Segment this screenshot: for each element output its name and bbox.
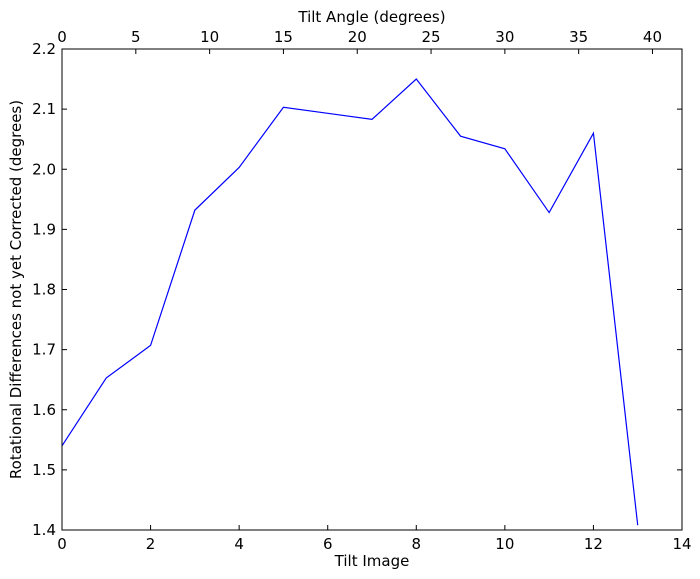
x-tick-label: 10 xyxy=(495,535,514,553)
y-tick-label: 2.2 xyxy=(32,40,56,58)
top-x-tick-label: 30 xyxy=(495,28,514,46)
top-x-tick-label: 15 xyxy=(274,28,293,46)
y-tick-label: 2.0 xyxy=(32,160,56,178)
x-tick-label: 0 xyxy=(57,535,67,553)
y-tick-label: 1.6 xyxy=(32,401,56,419)
y-axis-label: Rotational Differences not yet Corrected… xyxy=(7,100,25,479)
x-tick-label: 14 xyxy=(672,535,691,553)
x-tick-label: 8 xyxy=(412,535,422,553)
plot-frame xyxy=(61,48,683,531)
x-tick-label: 4 xyxy=(234,535,244,553)
y-tick-label: 1.7 xyxy=(32,341,56,359)
x-tick-label: 6 xyxy=(323,535,333,553)
top-x-tick-label: 40 xyxy=(643,28,662,46)
y-tick-label: 1.4 xyxy=(32,521,56,539)
y-tick-label: 1.5 xyxy=(32,461,56,479)
series-line xyxy=(61,78,639,526)
top-x-tick-label: 5 xyxy=(131,28,141,46)
series-layer xyxy=(61,78,639,526)
y-tick-label: 1.9 xyxy=(32,220,56,238)
top-x-tick-label: 25 xyxy=(422,28,441,46)
x-tick-label: 2 xyxy=(146,535,156,553)
x-axis-label: Tilt Image xyxy=(334,552,410,570)
y-tick-label: 1.8 xyxy=(32,281,56,299)
x-tick-label: 12 xyxy=(584,535,603,553)
top-x-tick-label: 10 xyxy=(200,28,219,46)
ticks-layer: 0 2 4 6 8 10 12 14 0 5 10 15 20 25 30 35 40 1.4 1.5 1.6 1.7 1… xyxy=(32,28,691,553)
y-tick-label: 2.1 xyxy=(32,100,56,118)
top-x-tick-label: 0 xyxy=(57,28,67,46)
top-x-tick-label: 35 xyxy=(569,28,588,46)
top-x-tick-label: 20 xyxy=(348,28,367,46)
top-x-axis-label: Tilt Angle (degrees) xyxy=(297,8,445,26)
